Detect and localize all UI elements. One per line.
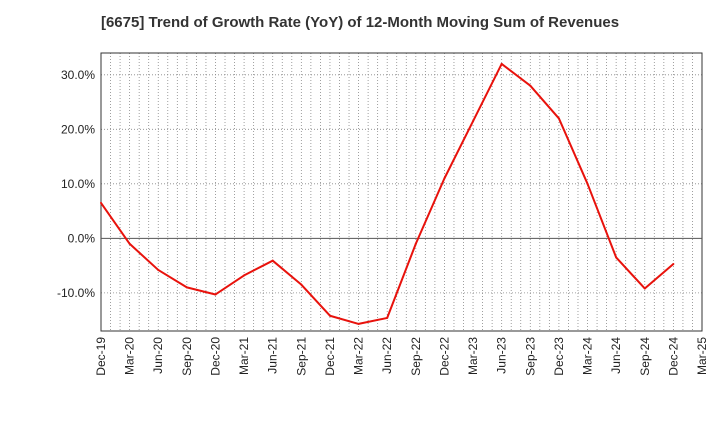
y-tick-label: 30.0% — [61, 68, 95, 82]
data-point — [328, 314, 331, 317]
data-point — [586, 182, 589, 185]
x-tick-label: Mar-20 — [123, 337, 137, 375]
plot-area-frame — [100, 52, 703, 332]
y-axis-tick-labels: 30.0% 20.0% 10.0% 0.0% -10.0% — [57, 68, 95, 300]
y-tick-label: 10.0% — [61, 177, 95, 191]
x-tick-label: Mar-25 — [695, 337, 709, 375]
data-point — [672, 262, 675, 265]
x-tick-label: Dec-24 — [666, 337, 680, 376]
grid-lines — [101, 53, 702, 331]
x-tick-label: Mar-24 — [581, 337, 595, 375]
x-tick-label: Sep-22 — [409, 337, 423, 376]
data-point — [214, 293, 217, 296]
data-point — [271, 259, 274, 262]
x-tick-label: Mar-21 — [237, 337, 251, 375]
x-tick-label: Jun-24 — [609, 337, 623, 374]
x-tick-label: Jun-21 — [266, 337, 280, 374]
data-point — [500, 62, 503, 65]
x-axis-tick-labels: Dec-19 Mar-20 Jun-20 Sep-20 Dec-20 Mar-21 Jun-… — [94, 337, 709, 376]
x-tick-label: Mar-22 — [352, 337, 366, 375]
y-tick-label: 20.0% — [61, 122, 95, 136]
x-tick-label: Dec-20 — [208, 337, 222, 376]
data-point — [529, 84, 532, 87]
y-tick-label: -10.0% — [57, 286, 95, 300]
x-tick-label: Dec-19 — [94, 337, 108, 376]
x-tick-label: Jun-23 — [495, 337, 509, 374]
x-tick-label: Mar-23 — [466, 337, 480, 375]
x-tick-label: Sep-21 — [294, 337, 308, 376]
data-point — [128, 242, 131, 245]
data-point — [557, 117, 560, 120]
x-tick-label: Sep-20 — [180, 337, 194, 376]
data-point — [100, 201, 102, 204]
data-point — [357, 322, 360, 325]
data-point — [386, 316, 389, 319]
data-point — [243, 274, 246, 277]
x-tick-label: Jun-20 — [151, 337, 165, 374]
x-tick-label: Sep-23 — [523, 337, 537, 376]
x-tick-label: Sep-24 — [638, 337, 652, 376]
chart-title: [6675] Trend of Growth Rate (YoY) of 12-… — [100, 14, 620, 31]
x-tick-label: Dec-23 — [552, 337, 566, 376]
data-point — [472, 120, 475, 123]
y-tick-label: 0.0% — [68, 231, 96, 245]
data-point — [643, 287, 646, 290]
series-layer — [100, 62, 675, 325]
data-point — [414, 242, 417, 245]
data-point — [615, 256, 618, 259]
data-point — [443, 177, 446, 180]
x-tick-label: Jun-22 — [380, 337, 394, 374]
data-point — [157, 268, 160, 271]
x-tick-label: Dec-22 — [437, 337, 451, 376]
x-tick-label: Dec-21 — [323, 337, 337, 376]
data-point — [300, 283, 303, 286]
data-point — [185, 286, 188, 289]
